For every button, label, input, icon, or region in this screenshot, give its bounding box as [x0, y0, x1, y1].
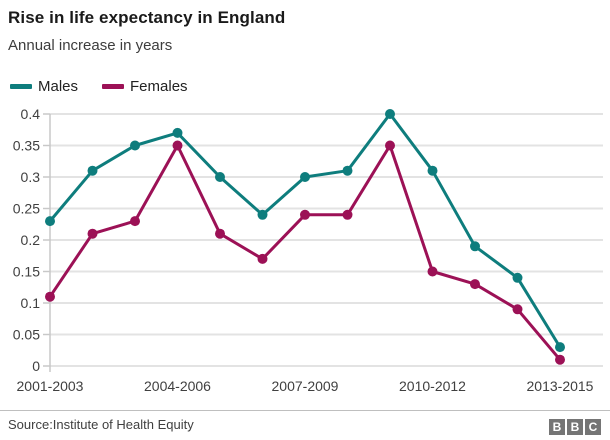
legend-label-males: Males: [38, 78, 79, 95]
bbc-logo-letter: C: [585, 419, 601, 435]
bbc-logo-letter: B: [549, 419, 565, 435]
svg-text:2007-2009: 2007-2009: [272, 378, 339, 394]
footer-divider: [0, 410, 610, 411]
svg-text:0.15: 0.15: [13, 264, 40, 280]
source-attribution: Source:Institute of Health Equity: [8, 417, 194, 432]
bbc-logo: B B C: [549, 419, 601, 435]
svg-text:0.35: 0.35: [13, 138, 40, 154]
chart-title: Rise in life expectancy in England: [8, 8, 286, 27]
legend-item-males: Males: [10, 78, 78, 95]
svg-text:2013-2015: 2013-2015: [527, 378, 594, 394]
males-line-swatch-icon: [10, 84, 32, 89]
bbc-logo-letter: B: [567, 419, 583, 435]
svg-text:0: 0: [32, 358, 40, 374]
svg-text:2004-2006: 2004-2006: [144, 378, 211, 394]
svg-text:0.2: 0.2: [21, 232, 41, 248]
legend-item-females: Females: [102, 78, 188, 95]
females-line-swatch-icon: [102, 84, 125, 89]
chart-subtitle: Annual increase in years: [8, 37, 173, 54]
chart-legend: Males Females: [10, 78, 188, 95]
svg-text:2010-2012: 2010-2012: [399, 378, 466, 394]
svg-text:0.4: 0.4: [21, 106, 41, 122]
svg-text:0.3: 0.3: [21, 169, 41, 185]
svg-text:0.05: 0.05: [13, 327, 40, 343]
line-chart: 0 0.05 0.1 0.15 0.2 0.25 0.3 0.35 0.4 2001-2003 20…: [13, 106, 603, 394]
svg-text:0.1: 0.1: [21, 295, 41, 311]
legend-label-females: Females: [130, 78, 188, 95]
svg-text:0.25: 0.25: [13, 201, 40, 217]
svg-text:2001-2003: 2001-2003: [17, 378, 84, 394]
